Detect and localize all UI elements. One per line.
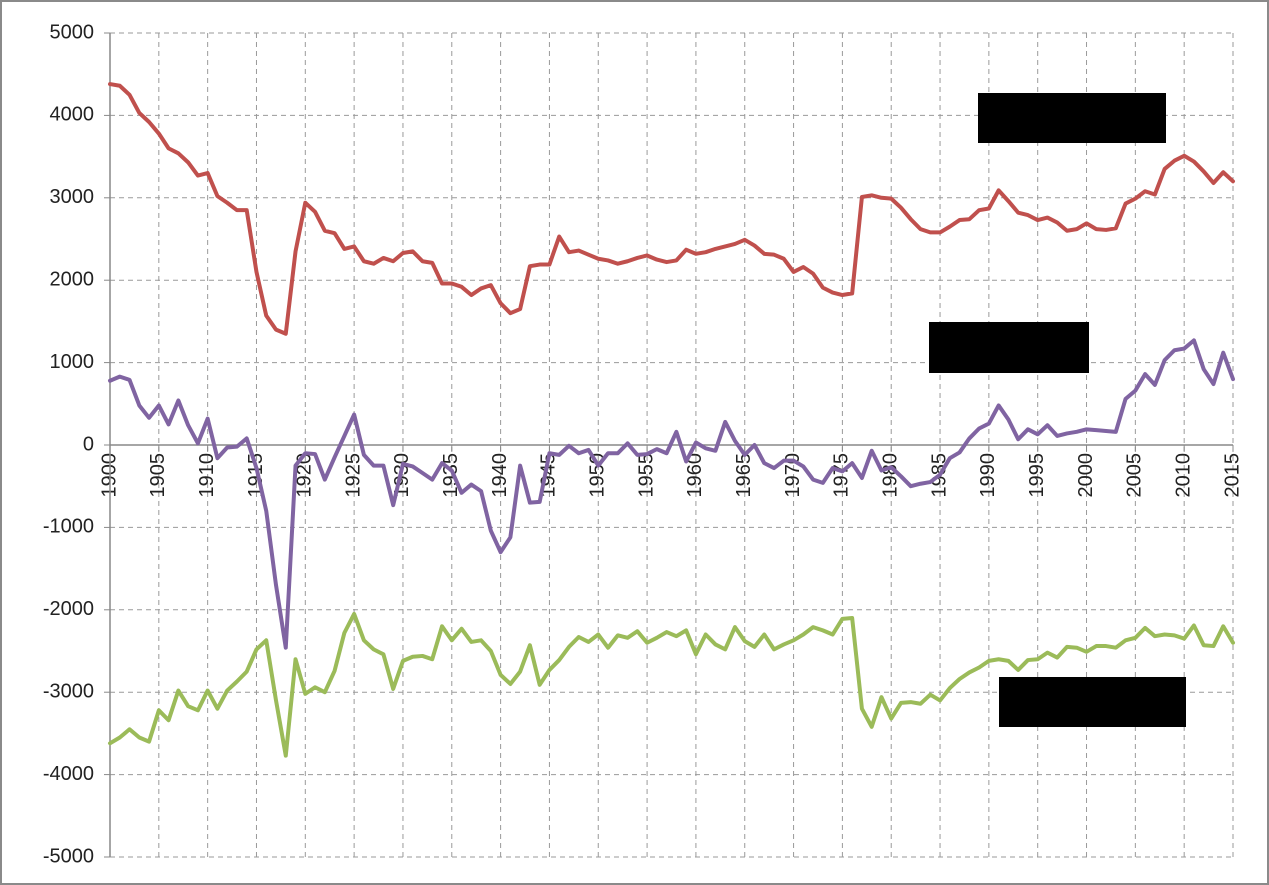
series-line — [108, 338, 1235, 650]
series-line — [108, 611, 1235, 758]
y-tick-label: 0 — [83, 433, 94, 455]
y-tick-label: 3000 — [50, 186, 95, 208]
x-tick-label: 2015 — [1221, 453, 1243, 498]
y-tick-label: 2000 — [50, 268, 95, 290]
lines — [108, 82, 1235, 758]
x-tick-label: 1955 — [635, 453, 657, 498]
y-tick-label: -3000 — [43, 680, 94, 702]
y-tick-label: 4000 — [50, 104, 95, 126]
x-tick-label: 1980 — [879, 453, 901, 498]
x-tick-label: 1910 — [196, 453, 218, 498]
y-tick-label: -1000 — [43, 516, 94, 538]
y-tick-label: -5000 — [43, 845, 94, 867]
x-tick-label: 2010 — [1172, 453, 1194, 498]
y-tick-label: 1000 — [50, 351, 95, 373]
x-tick-label: 1960 — [684, 453, 706, 498]
y-tick-label: -2000 — [43, 598, 94, 620]
x-tick-label: 1995 — [1026, 453, 1048, 498]
x-tick-label: 1940 — [489, 453, 511, 498]
redacted-label — [929, 322, 1089, 373]
x-tick-label: 1975 — [831, 453, 853, 498]
x-tick-label: 2005 — [1124, 453, 1146, 498]
x-tick-label: 2000 — [1075, 453, 1097, 498]
redacted-label — [978, 93, 1166, 143]
y-tick-label: -4000 — [43, 763, 94, 785]
redacted-label — [999, 677, 1186, 727]
x-tick-label: 1965 — [733, 453, 755, 498]
y-tick-label: 5000 — [50, 21, 95, 43]
x-tick-label: 1990 — [977, 453, 999, 498]
x-tick-label: 1905 — [147, 453, 169, 498]
series-line — [108, 82, 1235, 336]
x-tick-label: 1950 — [587, 453, 609, 498]
x-tick-label: 1925 — [342, 453, 364, 498]
